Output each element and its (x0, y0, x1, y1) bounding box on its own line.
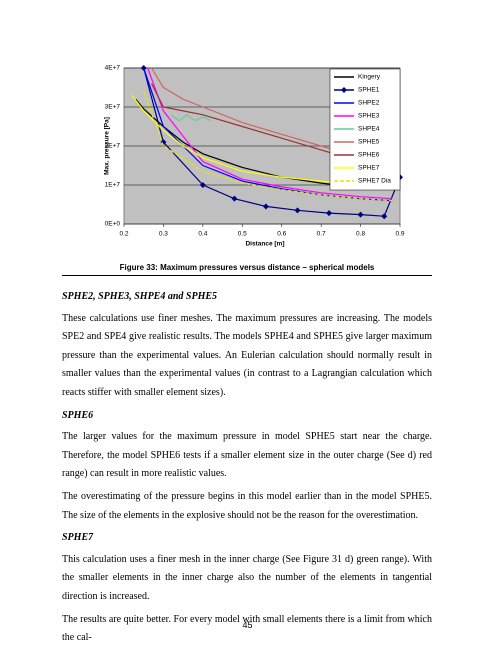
x-tick-label: 0.5 (238, 231, 247, 238)
section-heading: SPHE2, SPHE3, SHPE4 and SPHE5 (62, 291, 218, 302)
page-number: 45 (242, 620, 253, 630)
legend-label: SPHE6 (358, 152, 380, 159)
series-line (147, 67, 393, 200)
x-tick-label: 0.8 (356, 231, 365, 238)
legend-label: SPHE1 (358, 87, 380, 94)
data-point (199, 182, 206, 188)
y-tick-label: 4E+7 (105, 65, 121, 72)
paragraph: The larger values for the maximum pressu… (62, 431, 432, 480)
x-axis-label: Distance [m] (245, 241, 284, 248)
x-tick-label: 0.3 (159, 231, 168, 238)
paragraph: The results are quite better. For every … (62, 613, 432, 644)
data-point (326, 210, 333, 217)
y-tick-label: 3E+7 (105, 104, 121, 111)
legend-marker (341, 87, 347, 93)
legend-label: SPHE3 (358, 113, 380, 120)
y-tick-label: 2E+7 (105, 143, 121, 150)
x-tick-label: 0.6 (277, 231, 286, 238)
paragraph: These calculations use finer meshes. The… (62, 312, 432, 398)
body-text: SPHE2, SPHE3, SHPE4 and SPHE5 These calcu… (62, 288, 432, 652)
y-tick-label: 0E+0 (105, 221, 121, 228)
series-line (143, 91, 393, 202)
x-tick-label: 0.7 (317, 231, 326, 238)
data-point (262, 203, 269, 210)
paragraph: This calculation uses a finer mesh in th… (62, 553, 432, 602)
data-point (294, 207, 301, 214)
legend-label: SPHE5 (358, 139, 380, 146)
x-tick-label: 0.2 (119, 231, 128, 238)
data-point (357, 211, 364, 218)
data-point (231, 195, 238, 202)
legend-label: SPHE7 (358, 165, 380, 172)
series-line (143, 67, 401, 217)
legend-label: SHPE2 (358, 100, 380, 107)
x-tick-label: 0.4 (198, 231, 207, 238)
series-line (170, 114, 211, 122)
data-point (381, 213, 388, 220)
figure-caption: Figure 33: Maximum pressures versus dist… (62, 263, 432, 276)
chart: Distance [m] Max. pressure [Pa] 0E+0 1E+7… (104, 65, 405, 248)
paragraph: The overestimating of the pressure begin… (62, 490, 432, 521)
y-tick-label: 1E+7 (105, 182, 121, 189)
legend-label: SHPE4 (358, 126, 380, 133)
section-heading: SPHE7 (62, 532, 94, 544)
section-heading: SPHE6 (62, 409, 94, 421)
legend-label: SPHE7 Dia (358, 178, 391, 185)
legend-label: Kingery (358, 74, 381, 81)
x-tick-label: 0.9 (395, 231, 404, 238)
y-axis-label: Max. pressure [Pa] (104, 117, 111, 175)
